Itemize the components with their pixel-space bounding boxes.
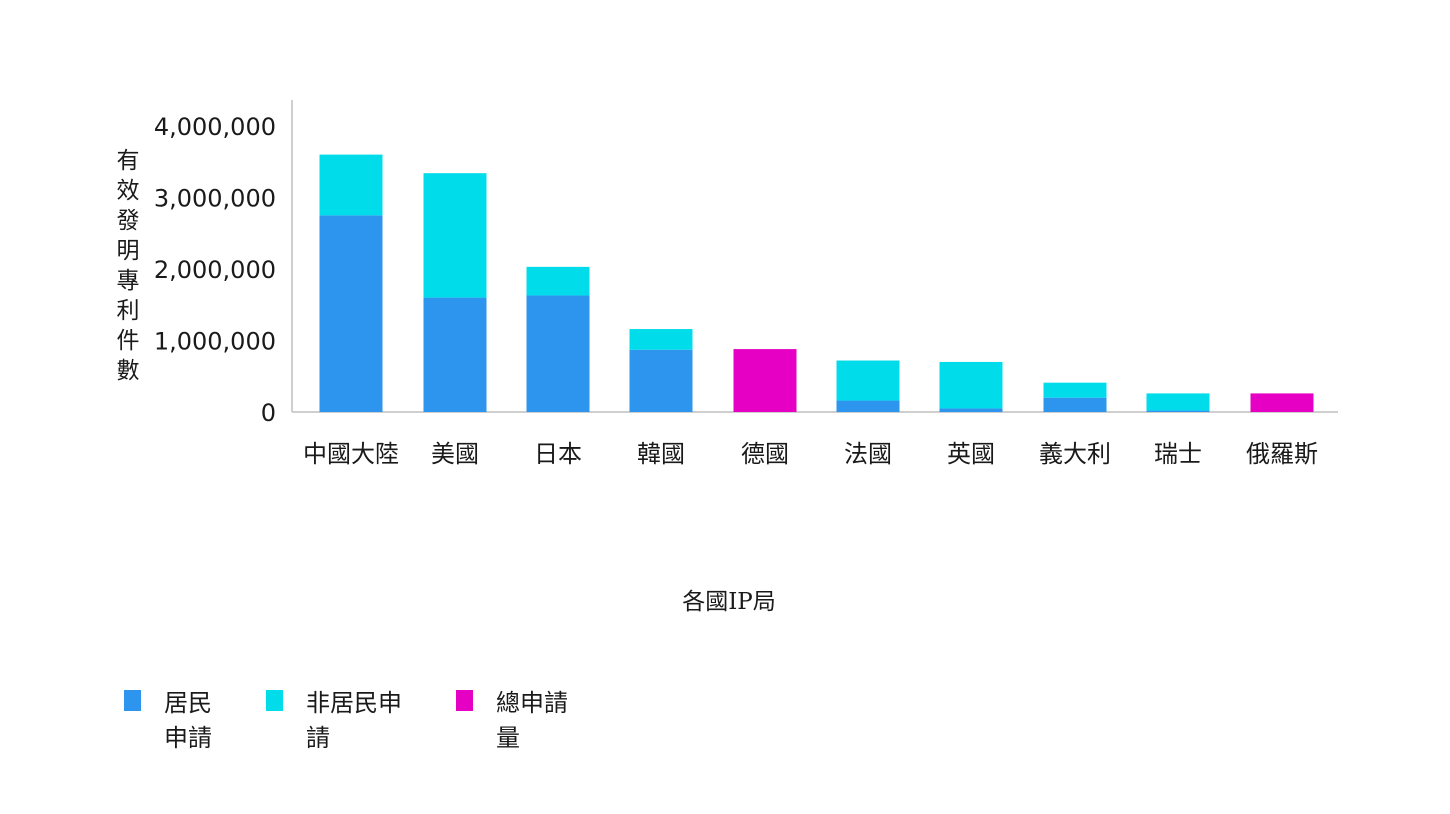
x-tick-label: 義大利 [1039,440,1111,468]
legend-swatch [124,690,141,711]
y-tick-label: 2,000,000 [154,256,276,284]
bar-segment [1147,393,1210,410]
bar-segment [320,155,383,216]
bars-layer [320,155,1314,412]
bar-segment [837,401,900,412]
x-tick-label: 法國 [844,440,892,468]
bar-segment [1147,411,1210,412]
legend: 居民申請 非居民申請 總申請量 [124,689,568,752]
bar-segment [940,408,1003,412]
bar-segment [837,361,900,401]
x-tick-label: 瑞士 [1154,440,1202,468]
legend-label: 非居民申請 [306,689,402,752]
bar-segment [1044,398,1107,412]
legend-label: 居民申請 [164,689,212,752]
bar-segment [940,362,1003,408]
y-axis-title: 有效發明專利件數 [117,148,140,384]
y-tick-label: 3,000,000 [154,185,276,213]
y-tick-label: 1,000,000 [154,328,276,356]
x-tick-label: 德國 [741,440,789,468]
bar-segment [527,295,590,412]
y-tick-label: 4,000,000 [154,113,276,141]
legend-item: 非居民申請 [266,689,402,752]
bar-segment [630,350,693,412]
legend-item: 居民申請 [124,689,212,752]
legend-swatch [456,690,473,711]
legend-swatch [266,690,283,711]
bar-segment [1251,393,1314,412]
legend-item: 總申請量 [456,689,568,752]
x-axis-title: 各國IP局 [682,589,776,615]
x-tick-label: 中國大陸 [303,440,399,468]
bar-segment [1044,383,1107,398]
bar-segment [527,267,590,296]
x-tick-label: 韓國 [637,440,685,468]
y-tick-label: 0 [261,399,276,427]
labels-layer: 0 1,000,000 2,000,000 3,000,000 4,000,000 中國大… [117,113,1319,615]
bar-segment [320,215,383,412]
bar-segment [630,329,693,350]
bar-segment [424,298,487,412]
x-tick-label: 英國 [947,440,995,468]
x-tick-label: 俄羅斯 [1246,440,1318,468]
bar-segment [424,173,487,297]
x-tick-label: 日本 [534,440,582,468]
legend-label: 總申請量 [496,689,568,752]
x-tick-label: 美國 [431,440,479,468]
bar-segment [734,349,797,412]
